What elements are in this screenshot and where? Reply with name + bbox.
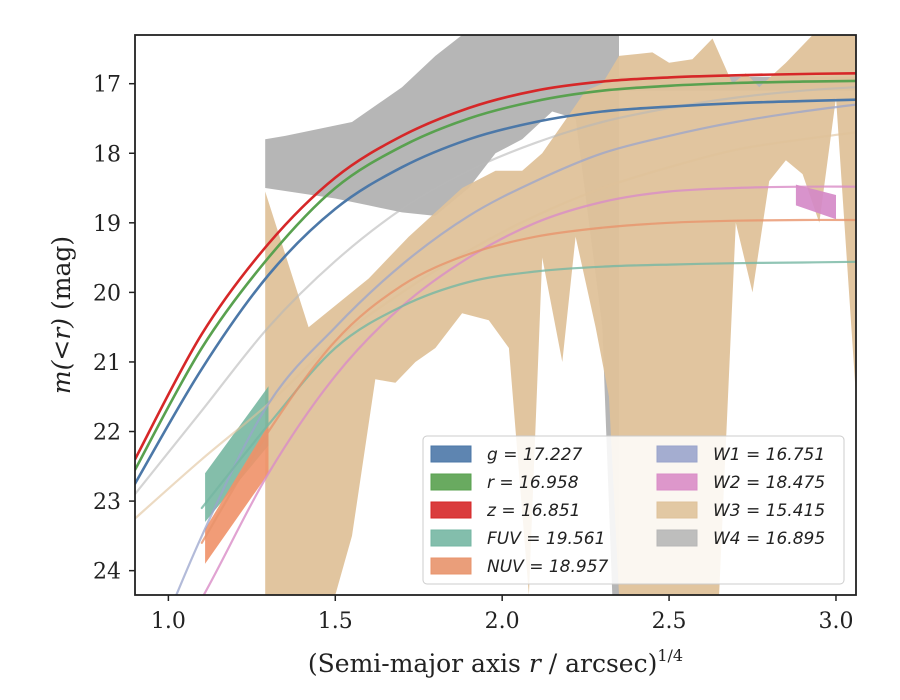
band-fuv (205, 386, 269, 522)
y-tick-label: 17 (93, 73, 121, 98)
legend-label-w1: W1 = 16.751 (713, 445, 825, 465)
legend-swatch-w2 (656, 473, 698, 491)
legend-label-w4: W4 = 16.895 (713, 529, 825, 549)
y-tick-label: 18 (93, 142, 121, 167)
legend-label-r: r = 16.958 (487, 473, 579, 493)
series-line-w4 (135, 86, 856, 496)
x-tick-label: 2.5 (652, 609, 687, 634)
legend-swatch-r (430, 473, 472, 491)
legend-label-nuv: NUV = 18.957 (487, 557, 609, 577)
band-w4 (265, 35, 856, 595)
series-line-w2 (202, 185, 856, 595)
legend-box (422, 435, 845, 585)
y-tick-label: 19 (93, 212, 121, 237)
plot-area (135, 35, 856, 595)
legend-label-w2: W2 = 18.475 (713, 473, 825, 493)
y-axis-label: m(<r) (mag) (47, 236, 76, 394)
series-line-nuv (200, 218, 856, 544)
y-tick-label: 24 (93, 560, 121, 585)
legend-swatch-fuv (430, 529, 472, 547)
series-line-r (135, 79, 856, 472)
legend-swatch-nuv (430, 557, 472, 575)
y-tick-label: 23 (93, 490, 121, 515)
legend-label-g: g = 17.227 (487, 445, 583, 465)
y-tick-label: 22 (93, 421, 121, 446)
legend-swatch-g (430, 445, 472, 463)
legend-label-fuv: FUV = 19.561 (487, 529, 605, 549)
x-axis-label: (Semi-major axis r / arcsec)1/4 (308, 646, 683, 678)
series-line-z (135, 72, 856, 461)
band-w2 (795, 184, 836, 220)
x-tick-label: 3.0 (818, 609, 853, 634)
axes-frame (134, 34, 857, 596)
series-lines (135, 72, 856, 595)
legend-swatch-w4 (656, 529, 698, 547)
axis-ticks: 1.0 1.5 2.0 2.5 3.0 17 18 19 20 21 22 23 24 (93, 73, 853, 634)
y-tick-label: 21 (93, 351, 121, 376)
x-tick-label: 2.0 (485, 609, 520, 634)
y-tick-label: 20 (93, 281, 121, 306)
series-line-w1 (175, 103, 856, 595)
legend: g = 17.227 r = 16.958 z = 16.851 FUV = 19.5… (422, 435, 845, 585)
x-tick-label: 1.5 (318, 609, 353, 634)
x-tick-label: 1.0 (151, 609, 186, 634)
legend-label-z: z = 16.851 (486, 501, 580, 521)
series-line-g (135, 98, 856, 485)
legend-swatch-w1 (656, 445, 698, 463)
series-line-w3 (135, 131, 856, 520)
band-nuv (205, 424, 269, 564)
legend-swatch-z (430, 501, 472, 519)
legend-label-w3: W3 = 15.415 (713, 501, 825, 521)
legend-swatch-w3 (656, 501, 698, 519)
